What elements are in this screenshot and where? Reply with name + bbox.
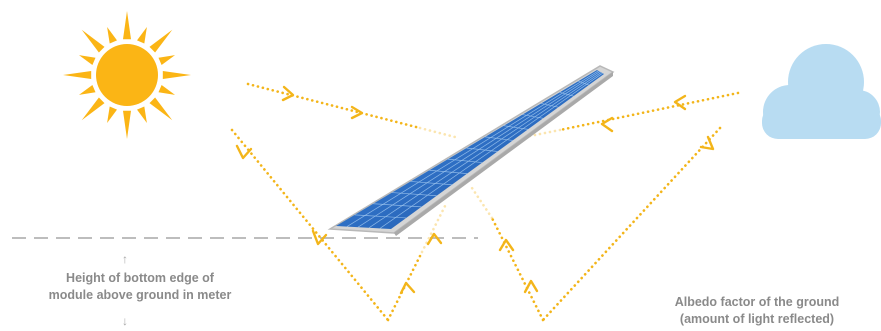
ray-cloud-ground xyxy=(541,126,722,322)
panel-cell-line xyxy=(503,125,528,130)
sun-ray xyxy=(149,29,173,53)
panel-cell-line xyxy=(578,80,589,86)
albedo-label-line2: (amount of light reflected) xyxy=(679,312,835,326)
height-label: Height of bottom edge of module above gr… xyxy=(20,270,260,304)
ray-arrowheads xyxy=(235,85,715,295)
sun-ray xyxy=(162,71,191,79)
sun-icon xyxy=(63,11,191,139)
albedo-label: Albedo factor of the ground (amount of l… xyxy=(642,294,872,328)
panel-cell-line xyxy=(410,181,452,186)
sun-ray xyxy=(81,29,105,53)
sun-ray xyxy=(107,27,117,44)
sun-ray xyxy=(137,27,147,44)
panel-cell-line xyxy=(540,103,559,108)
arrow-down-icon: ↓ xyxy=(122,314,128,328)
panel-cell-line xyxy=(429,169,468,174)
sun-ray xyxy=(137,106,147,123)
sun-ray xyxy=(79,55,96,65)
sun-ray xyxy=(158,85,175,95)
sun-ray xyxy=(63,71,92,79)
panel-cell-line xyxy=(391,192,437,197)
ray-sun-ground xyxy=(230,128,390,322)
solar-panel xyxy=(327,65,615,236)
sun-ray xyxy=(158,55,175,65)
panel-cell-line xyxy=(447,158,483,163)
albedo-label-line1: Albedo factor of the ground xyxy=(674,295,840,309)
panel-cell-line xyxy=(559,91,574,97)
panel-cell-line xyxy=(522,114,544,119)
panel-cell-line xyxy=(354,214,407,219)
sun-ray xyxy=(79,85,96,95)
ray-sun-direct xyxy=(246,82,422,130)
panel-cell-line xyxy=(373,203,422,208)
sun-ray xyxy=(123,110,131,139)
panel-cell-line xyxy=(485,136,513,141)
sun-ray xyxy=(123,11,131,40)
sun-ray xyxy=(107,106,117,123)
height-label-line1: Height of bottom edge of xyxy=(66,271,214,285)
cloud-icon xyxy=(762,44,881,139)
panel-cell-line xyxy=(466,147,498,152)
height-label-line2: module above ground in meter xyxy=(48,288,232,302)
arrow-up-icon: ↑ xyxy=(122,252,128,266)
light-rays xyxy=(230,82,740,322)
sun-ray xyxy=(81,97,105,121)
ray-cloud-diffuse xyxy=(558,91,740,132)
ray-ground-reflect-right xyxy=(490,216,545,322)
sun-ray xyxy=(149,97,173,121)
